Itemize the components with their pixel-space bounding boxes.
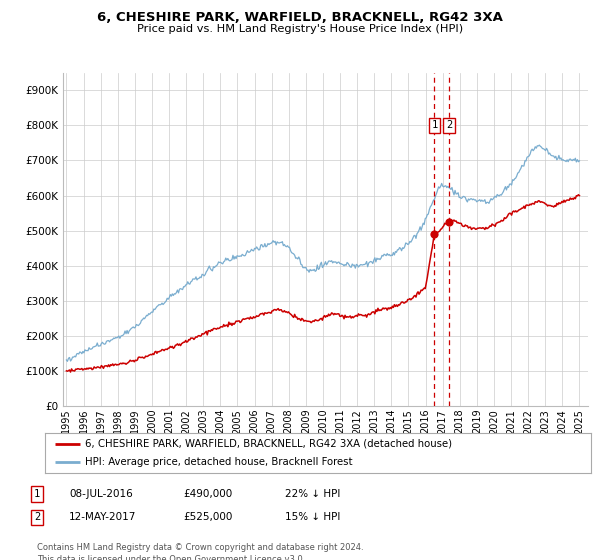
Text: £525,000: £525,000 (183, 512, 232, 522)
Text: 2: 2 (34, 512, 40, 522)
Text: 6, CHESHIRE PARK, WARFIELD, BRACKNELL, RG42 3XA (detached house): 6, CHESHIRE PARK, WARFIELD, BRACKNELL, R… (85, 439, 452, 449)
Text: 1: 1 (34, 489, 40, 499)
Text: 22% ↓ HPI: 22% ↓ HPI (285, 489, 340, 499)
Text: Contains HM Land Registry data © Crown copyright and database right 2024.
This d: Contains HM Land Registry data © Crown c… (37, 543, 364, 560)
Text: 12-MAY-2017: 12-MAY-2017 (69, 512, 136, 522)
Text: Price paid vs. HM Land Registry's House Price Index (HPI): Price paid vs. HM Land Registry's House … (137, 24, 463, 34)
Text: 08-JUL-2016: 08-JUL-2016 (69, 489, 133, 499)
Text: 15% ↓ HPI: 15% ↓ HPI (285, 512, 340, 522)
Text: £490,000: £490,000 (183, 489, 232, 499)
Point (444, 217, 454, 226)
Point (430, 230, 439, 239)
Text: HPI: Average price, detached house, Bracknell Forest: HPI: Average price, detached house, Brac… (85, 458, 352, 467)
Text: 6, CHESHIRE PARK, WARFIELD, BRACKNELL, RG42 3XA: 6, CHESHIRE PARK, WARFIELD, BRACKNELL, R… (97, 11, 503, 24)
Text: 1: 1 (431, 120, 437, 130)
Text: 2: 2 (446, 120, 452, 130)
